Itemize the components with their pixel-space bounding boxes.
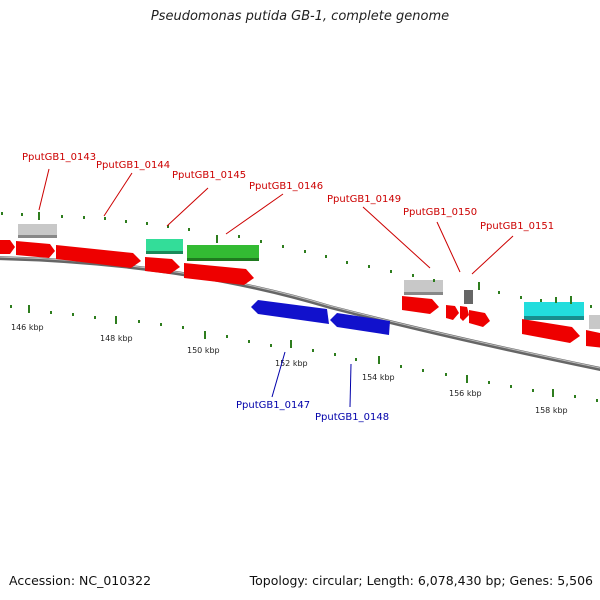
- tick-label-158: 158 kbp: [535, 406, 568, 415]
- label-leaders: [38, 168, 514, 408]
- tick-label-148: 148 kbp: [100, 334, 133, 343]
- gene-label-0149: PputGB1_0149: [327, 194, 401, 205]
- gene-label-0151: PputGB1_0151: [480, 221, 554, 232]
- tick-label-154: 154 kbp: [362, 373, 395, 382]
- tick-label-146: 146 kbp: [11, 323, 44, 332]
- gene-label-0145: PputGB1_0145: [172, 170, 246, 181]
- gene-label-0143: PputGB1_0143: [22, 152, 96, 163]
- gene-label-0144: PputGB1_0144: [96, 160, 170, 171]
- tick-labels: 146 kbp 148 kbp 150 kbp 152 kbp 154 kbp …: [11, 323, 568, 415]
- map-title: Pseudomonas putida GB-1, complete genome: [150, 9, 450, 24]
- forward-genes: [0, 240, 600, 348]
- tick-label-156: 156 kbp: [449, 389, 482, 398]
- lower-tick-track: [10, 305, 598, 402]
- upper-colored-features: [146, 239, 584, 320]
- tick-label-152: 152 kbp: [275, 359, 308, 368]
- gene-labels: PputGB1_0143 PputGB1_0144 PputGB1_0145 P…: [22, 152, 554, 423]
- upper-grey-features: [18, 224, 600, 329]
- upper-tick-track: [1, 212, 592, 308]
- gene-label-0146: PputGB1_0146: [249, 181, 323, 192]
- genome-summary-text: Topology: circular; Length: 6,078,430 bp…: [249, 573, 593, 588]
- gene-label-0150: PputGB1_0150: [403, 207, 477, 218]
- accession-text: Accession: NC_010322: [9, 573, 152, 588]
- tick-label-150: 150 kbp: [187, 346, 220, 355]
- reverse-genes: [251, 300, 390, 335]
- gene-label-0147: PputGB1_0147: [236, 400, 310, 411]
- gene-label-0148: PputGB1_0148: [315, 412, 389, 423]
